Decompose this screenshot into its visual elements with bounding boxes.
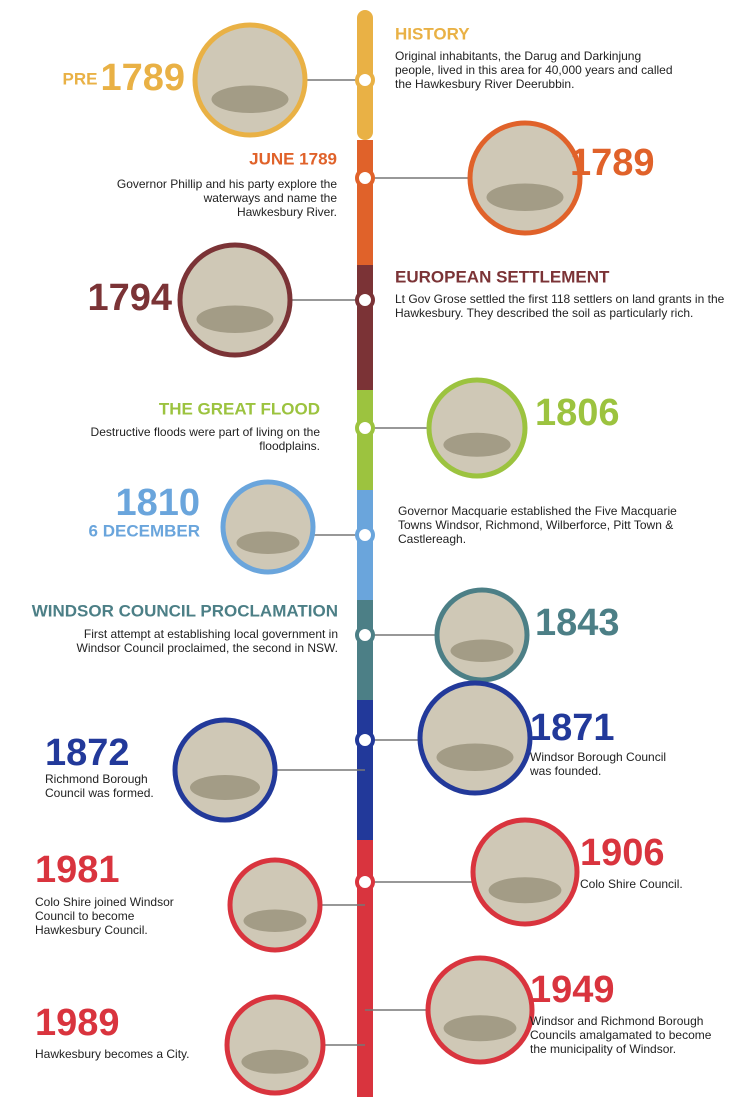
event-text: Governor Phillip and his party explore t… (117, 177, 337, 191)
photo (437, 590, 527, 680)
event-text: Destructive floods were part of living o… (91, 425, 321, 439)
event-text: Hawkesbury. They described the soil as p… (395, 306, 693, 320)
event-text: the Hawkesbury River Deerubbin. (395, 77, 574, 91)
photo-detail (197, 306, 274, 334)
event-text: Governor Macquarie established the Five … (398, 504, 677, 518)
photo-detail (444, 1015, 517, 1041)
event-text: waterways and name the (203, 191, 338, 205)
year: 1871 (530, 707, 615, 749)
year: 1843 (535, 602, 620, 644)
photo (175, 720, 275, 820)
photo (470, 123, 580, 233)
timeline-node (357, 527, 373, 543)
photo (230, 860, 320, 950)
event-title: HISTORY (395, 24, 470, 43)
photo-detail (212, 86, 289, 114)
photo (473, 820, 577, 924)
photo-detail (443, 433, 510, 457)
event-text: Hawkesbury River. (237, 205, 337, 219)
photo (227, 997, 323, 1093)
photo (223, 482, 313, 572)
event-title: EUROPEAN SETTLEMENT (395, 267, 610, 286)
event-title: WINDSOR COUNCIL PROCLAMATION (32, 601, 338, 620)
year: 1981 (35, 849, 120, 891)
event-text: Windsor and Richmond Borough (530, 1014, 703, 1028)
timeline-segment (357, 390, 373, 490)
year-subtitle: 6 DECEMBER (89, 521, 200, 540)
timeline-node (357, 874, 373, 890)
photo (195, 25, 305, 135)
event-text: people, lived in this area for 40,000 ye… (395, 63, 673, 77)
event-text: First attempt at establishing local gove… (84, 627, 338, 641)
event-text: Colo Shire joined Windsor (35, 895, 174, 909)
photo-detail (241, 1050, 308, 1074)
event-text: Hawkesbury Council. (35, 923, 148, 937)
photo-detail (451, 640, 514, 663)
event-title: JUNE 1789 (249, 149, 337, 168)
timeline-node (357, 72, 373, 88)
photo (420, 683, 530, 793)
photo-detail (244, 910, 307, 933)
event-text: Colo Shire Council. (580, 877, 683, 891)
timeline-node (357, 292, 373, 308)
event-text: floodplains. (259, 439, 320, 453)
photo (428, 958, 532, 1062)
timeline-node (357, 627, 373, 643)
timeline: 1789PREHISTORYOriginal inhabitants, the … (0, 0, 753, 1097)
year: 1789 (570, 142, 655, 184)
event-text: the municipality of Windsor. (530, 1042, 676, 1056)
event-title: THE GREAT FLOOD (159, 399, 320, 418)
year: 1789 (100, 57, 185, 99)
event-text: Castlereagh. (398, 532, 466, 546)
timeline-node (357, 732, 373, 748)
year: 1810 (115, 482, 200, 524)
event-text: Lt Gov Grose settled the first 118 settl… (395, 292, 725, 306)
year: 1872 (45, 732, 130, 774)
event-text: Original inhabitants, the Darug and Dark… (395, 49, 641, 63)
photo-detail (237, 532, 300, 555)
event-text: Windsor Council proclaimed, the second i… (77, 641, 338, 655)
event-text: Councils amalgamated to become (530, 1028, 712, 1042)
event-text: Council was formed. (45, 786, 154, 800)
year: 1806 (535, 392, 620, 434)
timeline-segment (357, 265, 373, 390)
event-text: Richmond Borough (45, 772, 148, 786)
photo (180, 245, 290, 355)
year: 1906 (580, 832, 665, 874)
photo-detail (489, 877, 562, 903)
event-text: Windsor Borough Council (530, 750, 666, 764)
event-text: Hawkesbury becomes a City. (35, 1047, 190, 1061)
year-prefix: PRE (62, 69, 97, 88)
timeline-node (357, 420, 373, 436)
event-text: Towns Windsor, Richmond, Wilberforce, Pi… (398, 518, 673, 532)
event-text: Council to become (35, 909, 135, 923)
photo (429, 380, 525, 476)
photo-detail (487, 184, 564, 212)
photo-detail (437, 744, 514, 772)
timeline-segment (357, 600, 373, 700)
timeline-segment (357, 140, 373, 265)
event-text: was founded. (529, 764, 601, 778)
timeline-node (357, 170, 373, 186)
year: 1949 (530, 969, 615, 1011)
photo-detail (190, 775, 260, 800)
year: 1989 (35, 1002, 120, 1044)
year: 1794 (87, 277, 172, 319)
